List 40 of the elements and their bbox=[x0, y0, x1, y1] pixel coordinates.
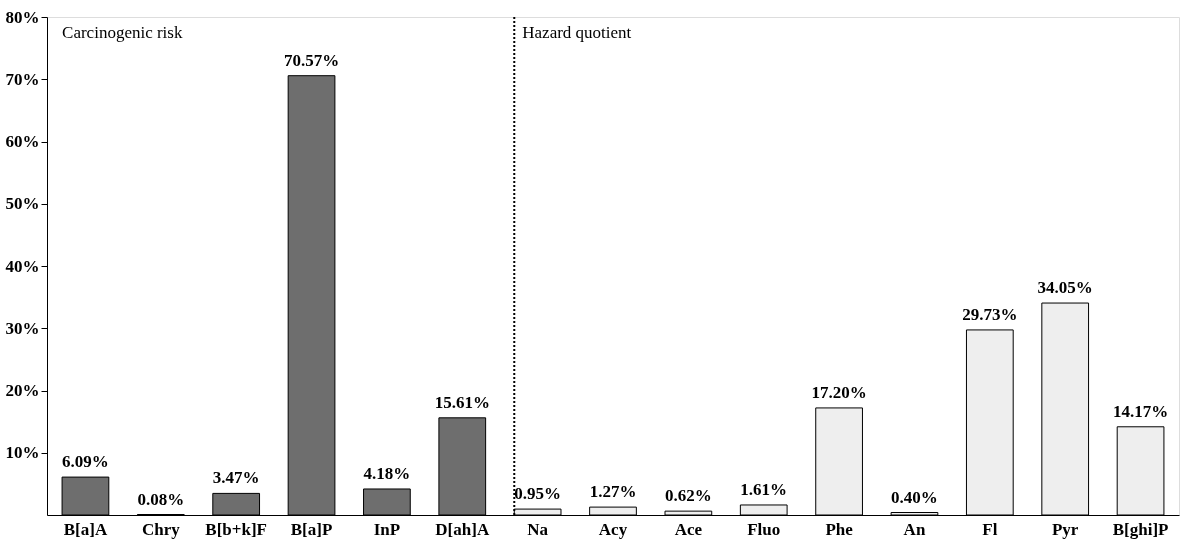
data-label: 1.27% bbox=[589, 482, 637, 502]
data-label: 34.05% bbox=[1037, 278, 1093, 298]
x-tick-label: Chry bbox=[141, 519, 181, 539]
y-tick-label: 30% bbox=[5, 318, 40, 338]
x-tick-label: B[ghi]P bbox=[1112, 519, 1169, 539]
x-tick-label: Pyr bbox=[1051, 519, 1079, 539]
x-tick-label: Phe bbox=[825, 519, 854, 539]
y-tick-label: 80% bbox=[5, 7, 40, 27]
x-tick-label: D[ah]A bbox=[435, 519, 490, 539]
x-tick-label: Na bbox=[527, 519, 549, 539]
y-tick-label: 40% bbox=[5, 256, 40, 276]
x-tick-label: Fl bbox=[982, 519, 998, 539]
annotation: Carcinogenic risk bbox=[62, 23, 183, 42]
x-tick-label: B[a]P bbox=[290, 519, 333, 539]
data-label: 6.09% bbox=[62, 452, 109, 472]
data-label: 0.95% bbox=[514, 484, 562, 504]
data-label: 14.17% bbox=[1112, 401, 1169, 421]
data-label: 70.57% bbox=[283, 50, 340, 70]
x-tick-label: An bbox=[903, 519, 926, 539]
data-label: 17.20% bbox=[811, 382, 867, 402]
y-tick-label: 70% bbox=[5, 69, 40, 89]
y-tick-label: 20% bbox=[5, 381, 40, 400]
data-label: 0.62% bbox=[664, 486, 712, 506]
data-label: 3.47% bbox=[212, 468, 260, 488]
x-tick-label: Fluo bbox=[747, 519, 781, 539]
x-tick-label: Ace bbox=[674, 519, 703, 539]
annotation: Hazard quotient bbox=[522, 23, 632, 42]
y-tick-label: 50% bbox=[5, 194, 40, 214]
x-tick-label: Acy bbox=[598, 519, 628, 539]
x-tick-label: B[b+k]F bbox=[205, 519, 267, 539]
data-label: 4.18% bbox=[363, 463, 411, 483]
y-tick-label: 60% bbox=[5, 132, 40, 151]
data-label: 0.40% bbox=[891, 487, 938, 507]
x-tick-label: InP bbox=[373, 519, 401, 539]
data-label: 15.61% bbox=[434, 392, 490, 412]
data-label: 0.08% bbox=[137, 489, 185, 509]
x-tick-label: B[a]A bbox=[63, 519, 108, 539]
data-label: 1.61% bbox=[740, 479, 788, 499]
y-tick-label: 10% bbox=[5, 443, 40, 463]
data-label: 29.73% bbox=[962, 304, 1018, 324]
